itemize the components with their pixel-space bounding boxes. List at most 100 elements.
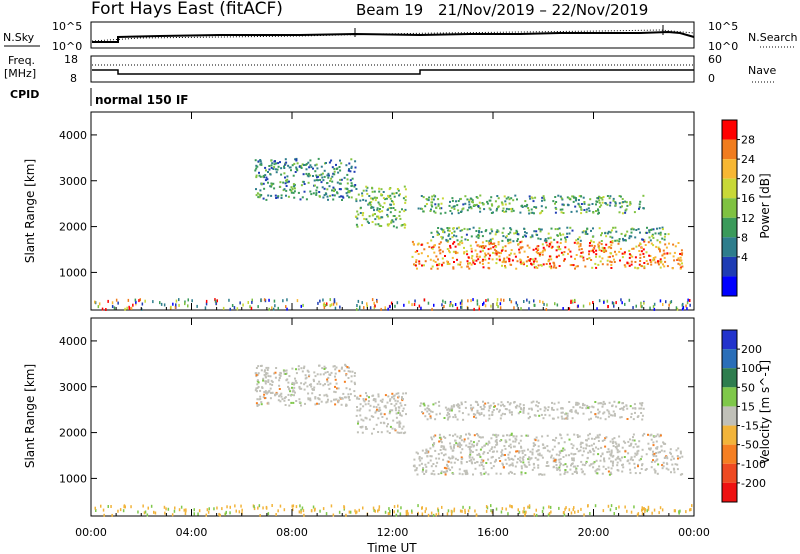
data-cell (473, 307, 475, 311)
data-cell (574, 298, 576, 302)
data-cell (348, 366, 350, 369)
data-cell (640, 412, 643, 414)
data-cell (598, 255, 601, 258)
data-cell (568, 438, 571, 441)
data-cell (610, 467, 613, 470)
data-cell (643, 265, 646, 268)
data-cell (491, 413, 494, 416)
data-cell (628, 298, 631, 302)
data-cell (441, 236, 444, 239)
data-cell (468, 267, 471, 270)
data-cell (541, 243, 544, 246)
data-cell (490, 304, 492, 308)
data-cell (525, 434, 528, 437)
data-cell (598, 410, 601, 413)
data-cell (289, 188, 292, 191)
data-cell (312, 192, 315, 195)
data-cell (488, 257, 491, 260)
data-cell (563, 448, 566, 451)
data-cell (259, 194, 262, 197)
data-cell (532, 260, 535, 263)
data-cell (428, 409, 431, 411)
data-cell (326, 195, 329, 198)
data-cell (426, 455, 429, 458)
data-cell (651, 453, 654, 456)
data-cell (515, 229, 518, 232)
data-cell (339, 182, 342, 185)
data-cell (503, 405, 506, 408)
data-cell (431, 205, 434, 208)
data-cell (326, 182, 329, 185)
data-cell (279, 185, 282, 188)
data-cell (634, 472, 637, 475)
data-cell (634, 236, 637, 239)
data-cell (456, 251, 459, 254)
data-cell (265, 198, 268, 201)
data-cell (417, 207, 420, 210)
data-cell (324, 304, 327, 307)
data-cell (329, 194, 332, 197)
data-cell (654, 256, 657, 259)
data-cell (586, 227, 589, 230)
data-cell (394, 407, 397, 410)
data-cell (433, 303, 435, 307)
data-cell (437, 453, 440, 456)
data-cell (532, 463, 535, 466)
data-cell (326, 371, 329, 373)
data-cell (450, 206, 453, 209)
data-cell (535, 436, 538, 439)
data-cell (585, 208, 588, 211)
data-cell (686, 301, 689, 305)
data-cell (333, 365, 336, 368)
data-cell (686, 307, 688, 311)
data-cell (585, 211, 588, 214)
data-cell (255, 374, 258, 377)
data-cell (560, 211, 563, 214)
data-cell (416, 473, 419, 476)
data-cell (292, 174, 295, 177)
data-cell (546, 409, 549, 412)
data-cell (655, 435, 658, 438)
data-cell (547, 464, 550, 467)
data-cell (399, 512, 402, 516)
data-cell (619, 247, 622, 250)
data-cell (94, 300, 96, 304)
data-cell (271, 504, 273, 507)
data-cell (326, 378, 329, 381)
data-cell (391, 427, 394, 430)
data-cell (666, 252, 669, 255)
data-cell (661, 467, 664, 470)
data-cell (646, 509, 648, 513)
data-cell (561, 198, 564, 201)
data-cell (440, 472, 443, 475)
data-cell (501, 449, 504, 452)
data-cell (440, 452, 443, 455)
data-cell (629, 444, 632, 447)
data-cell (314, 164, 317, 167)
data-cell (586, 439, 588, 442)
data-cell (659, 266, 662, 269)
data-cell (523, 510, 526, 514)
data-cell (592, 241, 595, 244)
data-cell (579, 255, 582, 258)
data-cell (611, 404, 614, 407)
data-cell (454, 413, 457, 416)
y-tick-label: 3000 (59, 175, 87, 188)
data-cell (600, 234, 602, 237)
data-cell (599, 459, 602, 462)
data-cell (523, 506, 525, 510)
data-cell (335, 382, 338, 385)
data-cell (454, 250, 457, 253)
data-cell (431, 195, 434, 198)
data-cell (630, 412, 633, 415)
data-cell (142, 504, 144, 508)
data-cell (587, 207, 590, 210)
data-cell (663, 256, 666, 259)
date-range: 21/Nov/2019 – 22/Nov/2019 (438, 1, 648, 19)
data-cell (578, 435, 581, 438)
data-cell (475, 444, 478, 447)
data-cell (461, 412, 464, 415)
data-cell (445, 467, 448, 470)
data-cell (293, 383, 295, 386)
data-cell (498, 410, 501, 413)
